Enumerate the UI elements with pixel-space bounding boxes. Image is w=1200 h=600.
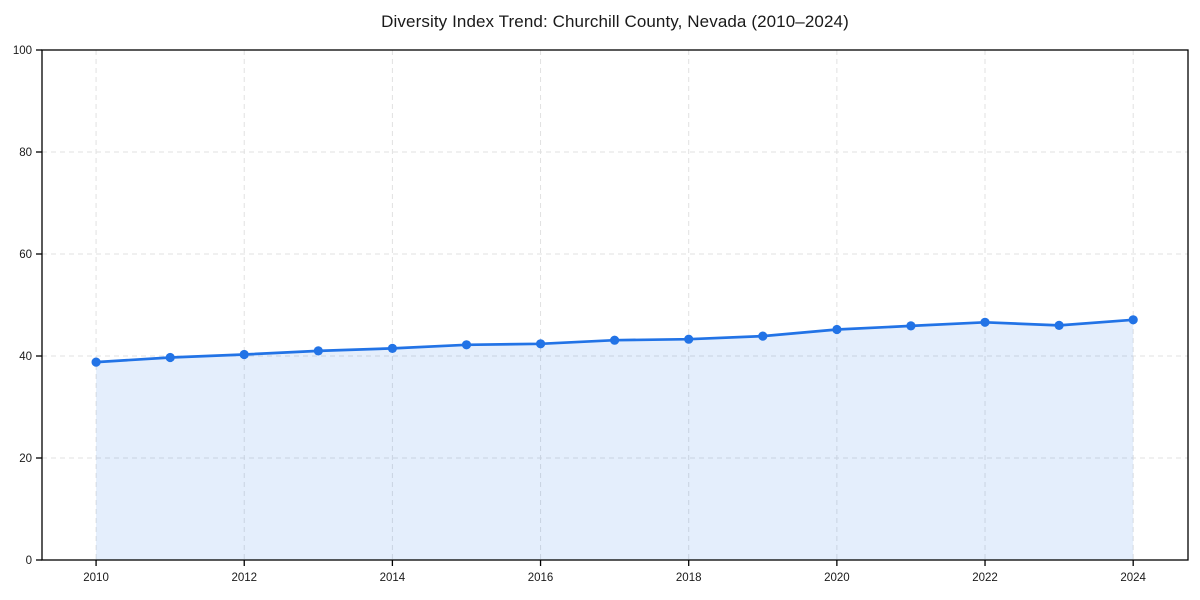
data-point-marker <box>461 340 472 350</box>
data-point-marker <box>832 324 842 335</box>
data-point-marker <box>239 349 249 360</box>
data-point-marker <box>906 321 916 331</box>
y-tick-label: 0 <box>26 555 32 567</box>
x-tick-label: 2016 <box>528 572 554 584</box>
chart-title: Diversity Index Trend: Churchill County,… <box>381 12 849 31</box>
y-tick-label: 100 <box>13 45 32 57</box>
data-point-marker <box>165 352 175 363</box>
data-point-marker <box>758 331 768 341</box>
x-tick-label: 2024 <box>1120 572 1146 584</box>
plot-frame <box>41 49 1189 561</box>
x-tick-label: 2018 <box>676 572 702 584</box>
y-tick-label: 60 <box>19 249 32 261</box>
data-point-marker <box>536 339 546 349</box>
data-point-marker <box>387 343 397 353</box>
x-tick-label: 2010 <box>83 572 109 584</box>
x-tick-label: 2020 <box>824 572 850 584</box>
data-point-marker <box>980 317 990 327</box>
data-point-marker <box>610 335 620 345</box>
data-point-marker <box>1054 320 1064 330</box>
area-fill <box>96 319 1134 560</box>
x-tick-label: 2012 <box>231 572 257 584</box>
x-tick-label: 2014 <box>380 572 406 584</box>
data-point-marker <box>91 357 101 367</box>
y-tick-label: 80 <box>19 147 32 159</box>
data-point-marker <box>313 346 323 356</box>
x-tick-label: 2022 <box>972 572 998 584</box>
y-tick-label: 40 <box>19 351 32 363</box>
data-point-marker <box>1128 315 1138 325</box>
y-tick-label: 20 <box>19 453 32 465</box>
data-point-marker <box>684 334 694 344</box>
